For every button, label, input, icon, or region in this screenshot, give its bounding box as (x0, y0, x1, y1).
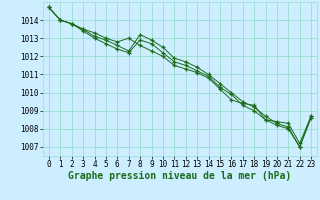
X-axis label: Graphe pression niveau de la mer (hPa): Graphe pression niveau de la mer (hPa) (68, 171, 292, 181)
